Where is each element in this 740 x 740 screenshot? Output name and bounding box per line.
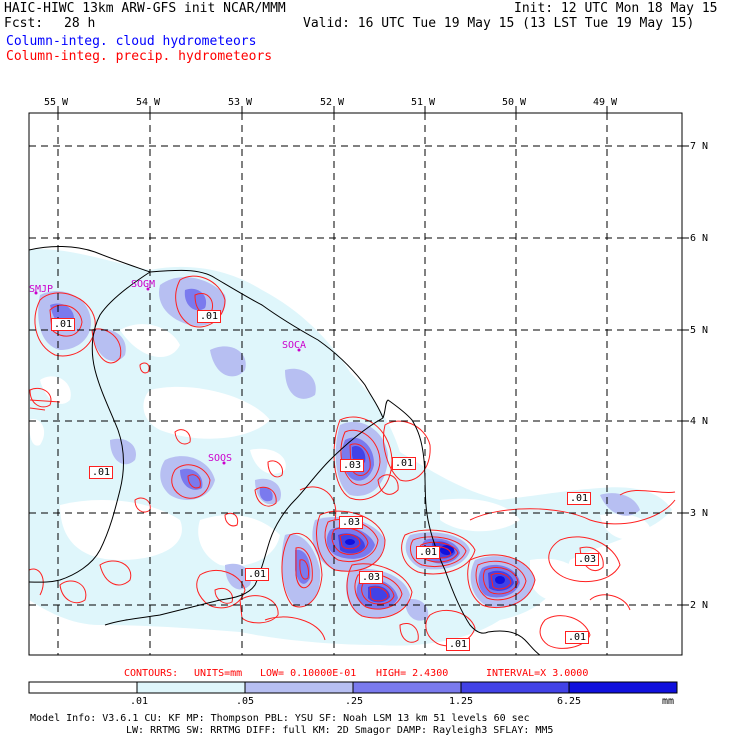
lat-label: 7 N [690, 141, 709, 152]
station-label: SOOS [208, 453, 233, 464]
contour-interval: INTERVAL=X 3.0000 [486, 668, 589, 679]
contour-label: .01 [51, 318, 76, 331]
lat-label: 2 N [690, 600, 709, 611]
legend-cloud-hydrometeors: Column-integ. cloud hydrometeors [6, 34, 257, 49]
colorbar-tick: .01 [130, 696, 149, 707]
contour-label: .01 [197, 310, 222, 323]
contours-title: CONTOURS: [124, 668, 179, 679]
header-title: HAIC-HIWC 13km ARW-GFS init NCAR/MMM [4, 1, 286, 16]
model-info-line2: LW: RRTMG SW: RRTMG DIFF: full KM: 2D Sm… [126, 725, 554, 736]
contour-label: .01 [89, 466, 114, 479]
clear-areas [29, 324, 651, 601]
contour-label: .01 [245, 568, 270, 581]
lon-label: 54 W [136, 97, 161, 108]
contour-label: .03 [339, 516, 364, 529]
lon-label: 51 W [411, 97, 436, 108]
lat-label: 4 N [690, 416, 709, 427]
model-info-line1: Model Info: V3.6.1 CU: KF MP: Thompson P… [30, 713, 530, 724]
lon-label: 52 W [320, 97, 345, 108]
colorbar-unit: mm [662, 696, 675, 707]
init-time: Init: 12 UTC Mon 18 May 15 [514, 1, 718, 16]
contour-label: .01 [565, 631, 590, 644]
lat-lon-grid [29, 113, 682, 655]
contour-label: .01 [567, 492, 592, 505]
lat-ticks [682, 145, 689, 606]
lon-label: 55 W [44, 97, 69, 108]
station-markers [34, 287, 301, 465]
contour-label: .03 [575, 553, 600, 566]
lat-label: 5 N [690, 325, 709, 336]
contour-label: .01 [416, 546, 441, 559]
lon-ticks [57, 106, 608, 113]
colorbar [28, 681, 678, 694]
lat-label: 3 N [690, 508, 709, 519]
contour-label: .01 [392, 457, 417, 470]
contour-label: .03 [359, 571, 384, 584]
valid-time: Valid: 16 UTC Tue 19 May 15 (13 LST Tue … [303, 16, 695, 31]
colorbar-tick: .05 [236, 696, 255, 707]
colorbar-tick: 6.25 [557, 696, 582, 707]
forecast-hour: 28 h [64, 16, 96, 31]
station-label: SOGM [131, 279, 156, 290]
station-label: SMJP [29, 284, 54, 295]
lat-label: 6 N [690, 233, 709, 244]
map-frame [28, 112, 683, 656]
legend-precip-hydrometeors: Column-integ. precip. hydrometeors [6, 49, 273, 64]
map-field [29, 113, 682, 655]
colorbar-tick: .25 [345, 696, 364, 707]
lon-label: 50 W [502, 97, 527, 108]
forecast-label: Fcst: [4, 16, 44, 31]
station-label: SOCA [282, 340, 307, 351]
contour-label: .01 [446, 638, 471, 651]
contour-low: LOW= 0.10000E-01 [260, 668, 357, 679]
precip-contours [29, 275, 676, 649]
contour-high: HIGH= 2.4300 [376, 668, 449, 679]
lon-label: 53 W [228, 97, 253, 108]
lon-label: 49 W [593, 97, 618, 108]
contour-units: UNITS=mm [194, 668, 243, 679]
contour-label: .03 [340, 459, 365, 472]
colorbar-tick: 1.25 [449, 696, 474, 707]
